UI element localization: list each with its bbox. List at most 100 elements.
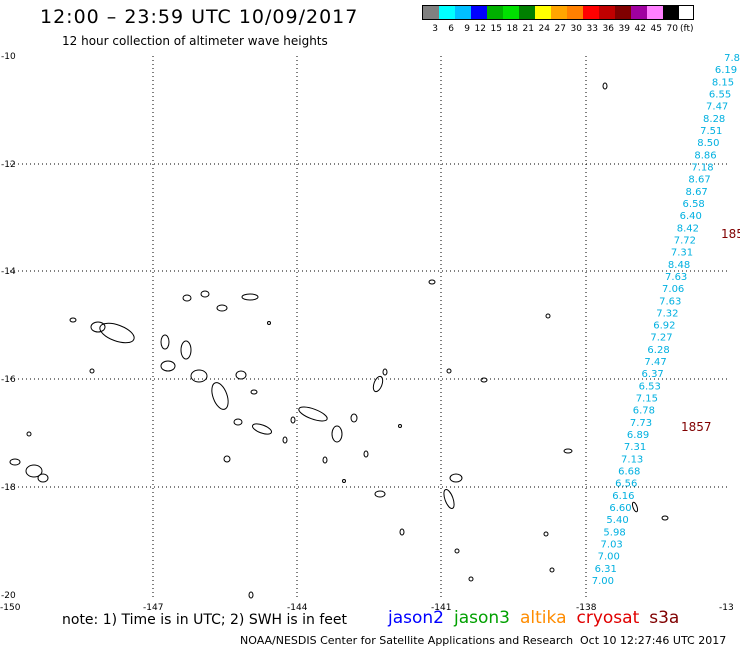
island-outline — [449, 473, 463, 483]
longitude-label: -138 — [576, 603, 597, 613]
island-outline — [399, 528, 405, 536]
legend-swatch — [439, 6, 455, 19]
island-outline — [398, 424, 402, 428]
island-outline — [9, 458, 21, 466]
longitude-label: -147 — [143, 603, 163, 613]
legend-tick: 21 — [522, 24, 534, 34]
wave-height-value: 7.63 — [665, 272, 687, 283]
wave-height-value: 7.72 — [674, 235, 696, 246]
legend-swatch — [423, 6, 439, 19]
island-outline — [374, 490, 386, 498]
wave-height-value: 7.32 — [656, 308, 678, 319]
wave-height-value: 7.31 — [624, 442, 646, 453]
satellite-s3a: s3a — [649, 608, 680, 628]
longitude-label: -150 — [0, 603, 21, 613]
legend-tick: 12 — [474, 24, 486, 34]
map-subtitle: 12 hour collection of altimeter wave hei… — [62, 34, 328, 48]
wave-height-value: 7.03 — [601, 540, 623, 551]
wave-height-value: 6.56 — [615, 479, 637, 490]
satellite-jason3: jason3 — [454, 608, 510, 628]
latitude-label: -20 — [1, 591, 16, 601]
island-outline — [372, 375, 384, 393]
legend-tick: 3 — [432, 24, 438, 34]
legend-tick: 15 — [490, 24, 502, 34]
wave-height-value: 8.48 — [668, 260, 690, 271]
island-outline — [160, 360, 176, 372]
longitude-label: -13 — [719, 603, 734, 613]
pass-label: 185 — [721, 227, 740, 241]
island-outline — [248, 591, 254, 599]
wave-height-value: 8.50 — [697, 138, 719, 149]
legend-swatch — [471, 6, 487, 19]
wave-height-value: 8.28 — [703, 114, 725, 125]
island-outline — [428, 279, 436, 285]
island-outline — [182, 294, 192, 302]
wave-height-value: 7.27 — [650, 333, 672, 344]
wave-height-value: 6.60 — [609, 503, 631, 514]
altimeter-track: 7.86.198.156.557.478.287.518.508.867.188… — [592, 53, 740, 587]
island-outline — [211, 382, 229, 410]
wave-height-value: 5.40 — [606, 515, 628, 526]
legend-swatch — [631, 6, 647, 19]
legend-tick: 24 — [538, 24, 550, 34]
credit-line: NOAA/NESDIS Center for Satellite Applica… — [240, 634, 574, 647]
wave-height-value: 7.00 — [592, 576, 614, 587]
generated-timestamp: Oct 10 12:27:46 UTC 2017 — [580, 634, 727, 647]
island-outline — [363, 450, 369, 458]
legend-swatch — [567, 6, 583, 19]
footer-note: note: 1) Time is in UTC; 2) SWH is in fe… — [62, 612, 348, 628]
longitude-label: -141 — [431, 603, 451, 613]
island-outline — [382, 368, 388, 376]
island-outline — [99, 322, 135, 344]
wave-height-value: 7.73 — [630, 418, 652, 429]
wave-height-value: 8.67 — [686, 187, 708, 198]
island-outline — [235, 370, 247, 380]
wave-height-value: 7.47 — [706, 102, 728, 113]
wave-height-value: 7.63 — [659, 296, 681, 307]
wave-height-value: 5.98 — [603, 527, 625, 538]
island-outline — [543, 531, 549, 537]
wave-height-value: 6.37 — [642, 369, 664, 380]
wave-height-value: 6.31 — [595, 564, 617, 575]
legend-tick: 30 — [570, 24, 582, 34]
legend-swatches — [422, 5, 694, 20]
wave-height-value: 8.67 — [688, 175, 710, 186]
legend-tick: 9 — [464, 24, 470, 34]
island-outline — [298, 406, 328, 422]
pass-label: 1857 — [681, 420, 712, 434]
satellite-cryosat: cryosat — [576, 608, 640, 628]
wave-height-value: 7.06 — [662, 284, 684, 295]
wave-height-value: 6.78 — [633, 406, 655, 417]
wave-height-value: 6.89 — [627, 430, 649, 441]
island-outline — [250, 389, 258, 395]
island-outline — [267, 321, 271, 325]
legend-swatch — [647, 6, 663, 19]
legend-tick: 18 — [506, 24, 518, 34]
satellite-altika: altika — [520, 608, 567, 628]
legend-swatch — [551, 6, 567, 19]
legend-swatch — [487, 6, 503, 19]
island-outline — [446, 368, 452, 374]
wave-height-value: 7.51 — [700, 126, 722, 137]
island-outline — [290, 416, 296, 424]
island-outline — [631, 501, 639, 513]
legend-tick: 42 — [634, 24, 646, 34]
island-outline — [180, 340, 192, 360]
wave-height-value: 8.86 — [694, 150, 716, 161]
island-outline — [25, 464, 43, 478]
wave-height-value: 6.19 — [715, 65, 737, 76]
island-outline — [216, 304, 228, 312]
island-outline — [282, 436, 288, 444]
color-legend: 3 6 9 12 15 18 21 24 27 30 33 36 39 42 45 70 (ft) — [422, 5, 694, 34]
legend-tick: 33 — [586, 24, 598, 34]
map-grid: -10 -12 -14 -16 -18 -20 -150 -147 -144 -141 -138 -1… — [0, 52, 734, 613]
satellite-legend: jason2 jason3 altika cryosat s3a — [388, 608, 679, 628]
legend-swatch — [599, 6, 615, 19]
legend-swatch — [583, 6, 599, 19]
wave-height-value: 8.42 — [677, 223, 699, 234]
island-outline — [233, 418, 243, 426]
wave-height-value: 6.28 — [647, 345, 669, 356]
legend-swatch — [663, 6, 679, 19]
island-outline — [661, 515, 669, 521]
legend-swatch — [535, 6, 551, 19]
